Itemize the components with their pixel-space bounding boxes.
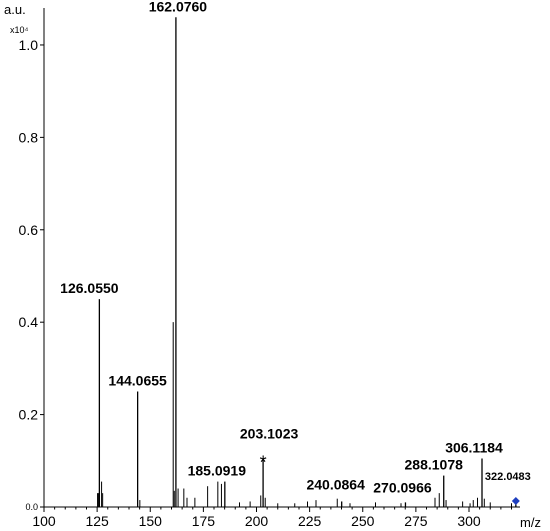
- x-tick-label: 225: [298, 513, 322, 529]
- y-tick-label: 0.2: [19, 407, 39, 423]
- y-axis-multiplier: x10⁴: [10, 25, 29, 35]
- x-tick-label: 125: [85, 513, 109, 529]
- x-ticks: 100 125 150 175 200 225 250 275 300: [32, 507, 512, 529]
- peak-label: 240.0864: [306, 476, 365, 492]
- peaks: [98, 17, 517, 507]
- peak-label: 185.0919: [188, 463, 247, 479]
- peak-label: 203.1023: [240, 425, 299, 441]
- x-tick-label: 200: [245, 513, 269, 529]
- x-tick-label: 250: [351, 513, 375, 529]
- y-axis-label: a.u.: [4, 2, 26, 17]
- y-tick-label: 0.6: [19, 222, 39, 238]
- x-tick-label: 150: [139, 513, 163, 529]
- peak-label: 322.0483: [485, 471, 531, 483]
- y-tick-label: 1.0: [19, 37, 39, 53]
- x-tick-label: 300: [457, 513, 481, 529]
- y-tick-label: 0.8: [19, 129, 39, 145]
- y-tick-label: 0.4: [19, 314, 39, 330]
- y-tick-label: 0.0: [25, 502, 38, 512]
- precursor-diamond-marker: [511, 497, 520, 505]
- peak-label: 126.0550: [60, 280, 119, 296]
- x-axis-label: m/z: [520, 515, 541, 530]
- x-tick-label: 100: [32, 513, 56, 529]
- peak-label: 288.1078: [405, 457, 464, 473]
- peak-label: 162.0760: [149, 0, 208, 14]
- axes: [43, 8, 520, 508]
- peak-label: 144.0655: [108, 372, 167, 388]
- peak-label: 306.1184: [445, 439, 503, 455]
- peak-label: 270.0966: [373, 479, 432, 495]
- x-tick-label: 175: [192, 513, 216, 529]
- y-ticks: 0.0 0.2 0.4 0.6 0.8 1.0: [19, 37, 44, 512]
- peak-star-marker: *: [260, 452, 267, 472]
- peak-labels: 126.0550 144.0655 162.0760 185.0919 203.1023…: [60, 0, 531, 505]
- minor-peaks: [97, 322, 512, 507]
- x-tick-label: 275: [404, 513, 428, 529]
